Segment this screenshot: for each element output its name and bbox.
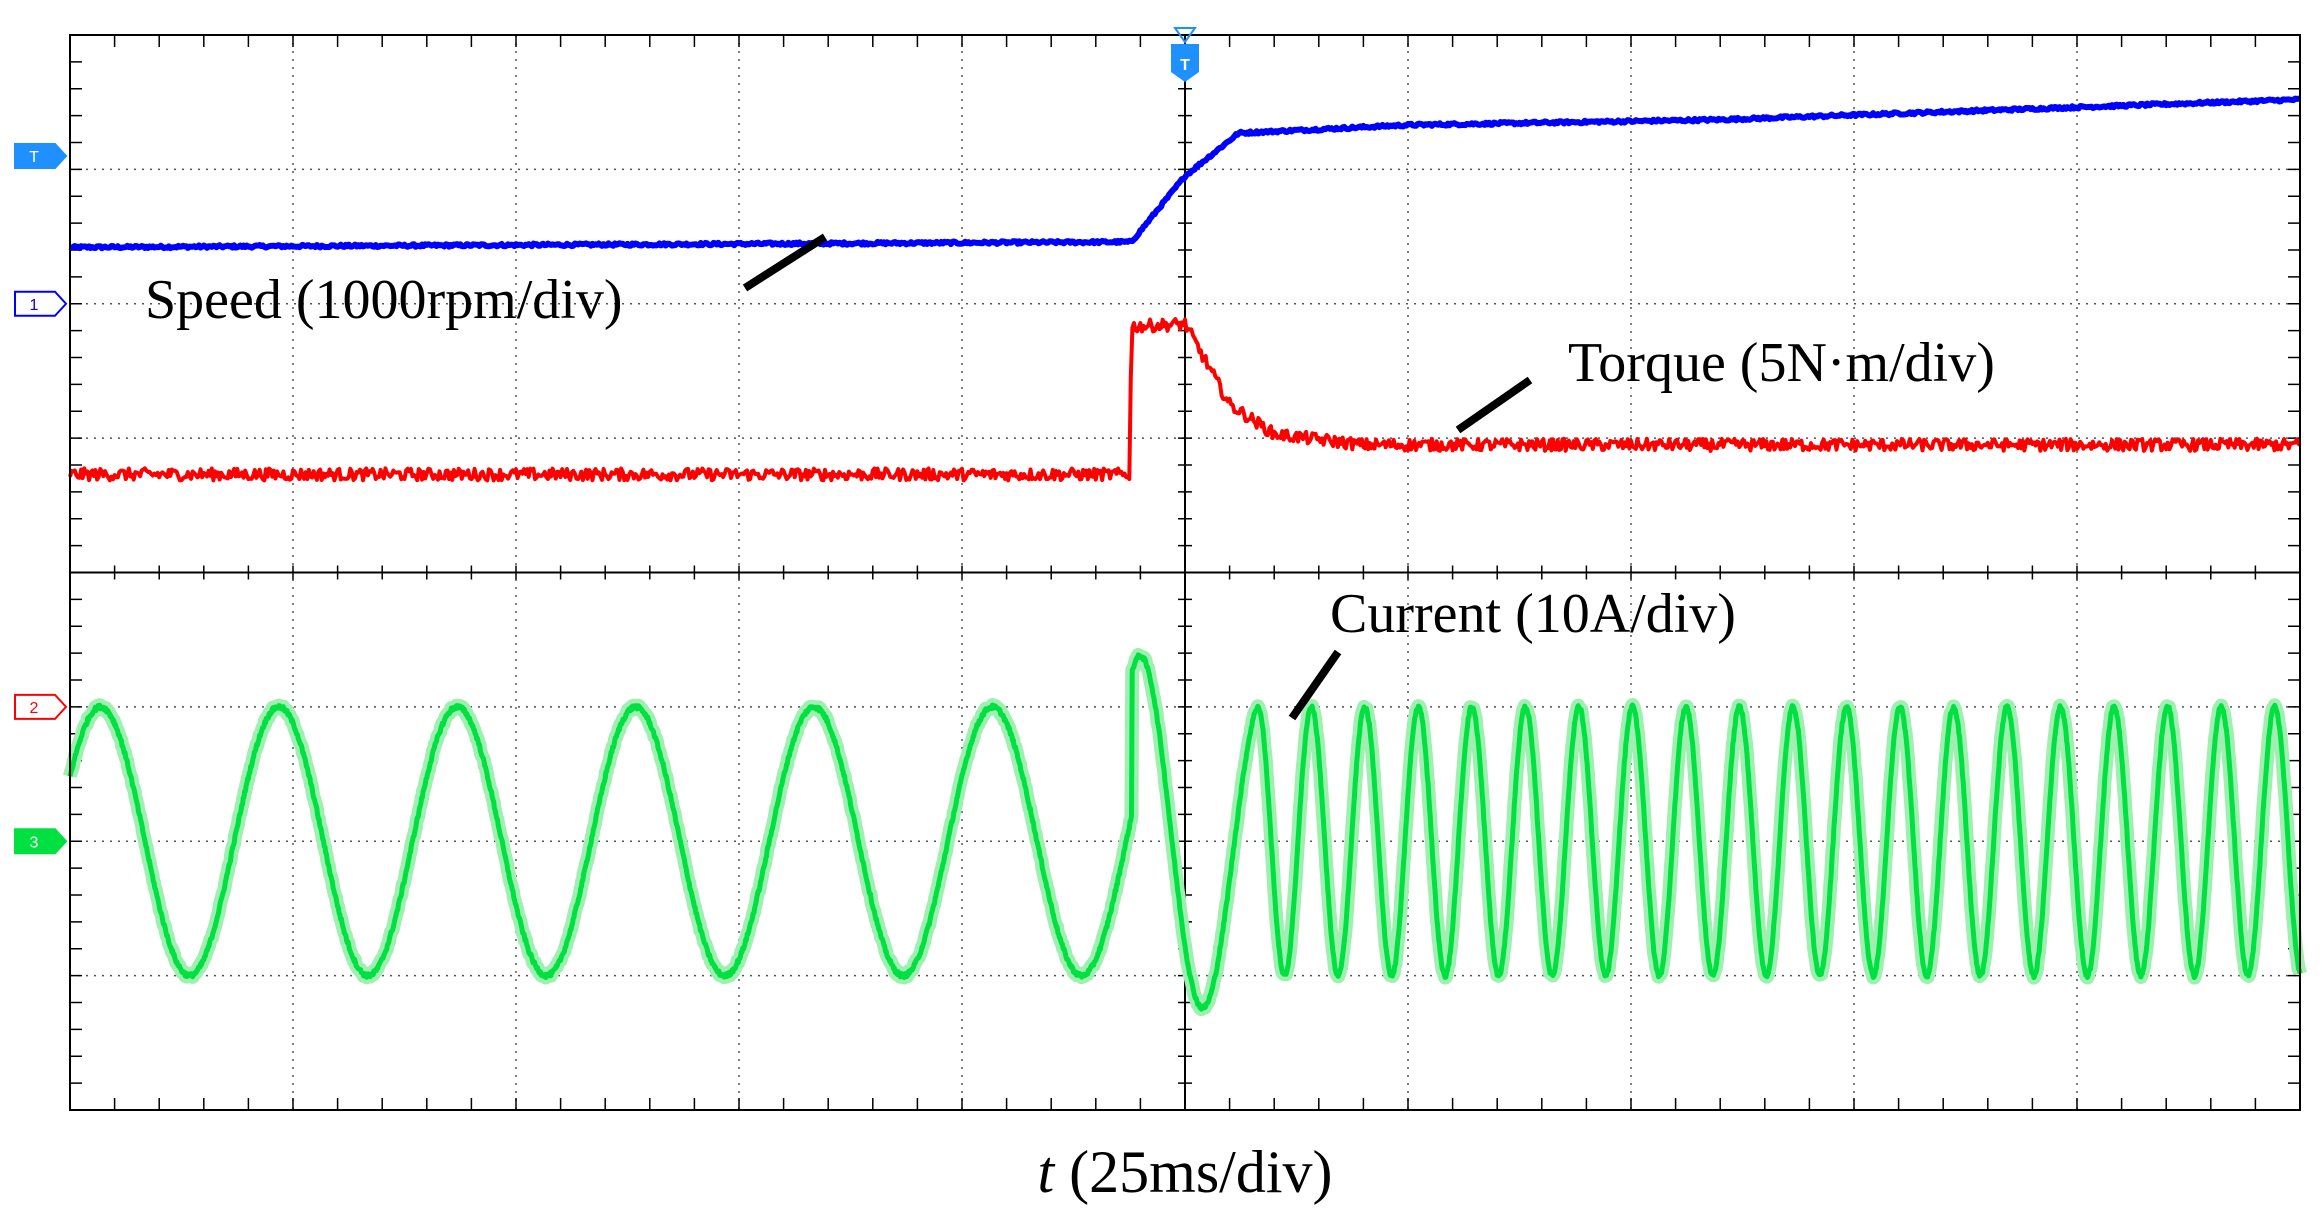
torque-label: Torque (5N·m/div) — [1568, 332, 1995, 394]
speed-label-pointer — [742, 233, 828, 292]
series-speed-line — [68, 95, 2302, 252]
trigger-position-marker: T — [1171, 27, 1199, 82]
current-label: Current (10A/div) — [1330, 583, 1736, 645]
channel-markers: T 1 2 3 T — [14, 27, 1199, 855]
channel-marker-3: 3 — [14, 828, 68, 855]
trigger-level-marker: T — [14, 142, 68, 169]
channel-marker-2: 2 — [14, 693, 68, 720]
svg-text:1: 1 — [30, 297, 39, 314]
torque-label-pointer — [1455, 376, 1533, 434]
current-label-pointer — [1288, 649, 1342, 721]
svg-text:3: 3 — [30, 834, 39, 851]
series-torque-line — [68, 317, 2302, 483]
svg-text:2: 2 — [30, 700, 39, 717]
channel-marker-1: 1 — [14, 290, 68, 317]
speed-label: Speed (1000rpm/div) — [145, 269, 622, 331]
traces — [63, 95, 2307, 1017]
svg-text:T: T — [1180, 57, 1190, 74]
x-axis-unit-label: t (25ms/div) — [1038, 1139, 1333, 1205]
svg-text:T: T — [29, 149, 39, 166]
series-current-line — [67, 652, 2303, 1012]
